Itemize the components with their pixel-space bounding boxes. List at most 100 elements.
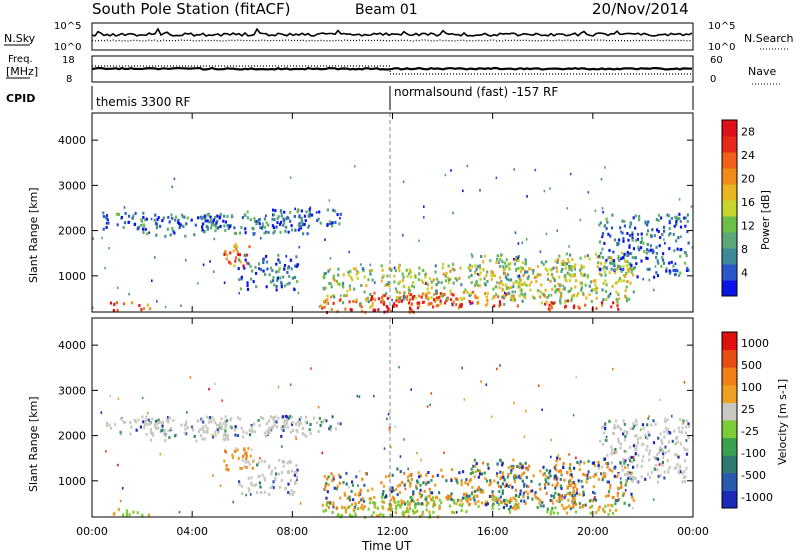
echo-cell <box>660 264 663 268</box>
echo-cell <box>232 500 234 504</box>
echo-cell <box>627 457 630 461</box>
echo-cell <box>328 268 331 272</box>
echo-cell <box>675 466 678 470</box>
echo-cell <box>405 297 408 301</box>
echo-cell <box>161 421 164 425</box>
echo-cell <box>599 221 602 225</box>
echo-cell <box>546 272 550 276</box>
echo-cell <box>428 487 431 491</box>
echo-cell <box>546 507 549 511</box>
echo-cell <box>244 460 247 464</box>
echo-cell <box>491 498 494 502</box>
echo-cell <box>244 227 247 231</box>
echo-cell <box>592 279 595 283</box>
echo-cell <box>668 227 671 231</box>
echo-cell <box>324 272 327 275</box>
echo-cell <box>390 445 392 449</box>
echo-cell <box>292 428 295 432</box>
echo-cell <box>640 465 643 468</box>
echo-cell <box>511 298 514 302</box>
echo-cell <box>477 485 480 489</box>
echo-cell <box>625 450 628 454</box>
echo-cell <box>654 422 657 426</box>
echo-cell <box>219 212 223 216</box>
echo-cell <box>391 298 393 302</box>
echo-cell <box>536 264 540 268</box>
echo-cell <box>465 492 468 496</box>
echo-cell <box>589 280 593 284</box>
echo-cell <box>454 277 457 280</box>
echo-cell <box>420 279 423 283</box>
echo-cell <box>449 277 452 281</box>
echo-cell <box>557 258 560 262</box>
echo-cell <box>137 418 140 422</box>
echo-cell <box>630 427 633 431</box>
echo-cell <box>279 276 282 280</box>
echo-cell <box>514 502 517 506</box>
echo-cell <box>590 498 593 502</box>
echo-cell <box>253 430 256 434</box>
echo-cell <box>351 278 354 282</box>
echo-cell <box>256 463 259 467</box>
echo-cell <box>622 492 625 496</box>
colorbar-swatch <box>722 200 737 217</box>
echo-cell <box>101 236 103 240</box>
echo-cell <box>616 494 619 498</box>
echo-cell <box>186 426 189 430</box>
echo-cell <box>116 223 119 227</box>
echo-cell <box>373 308 377 312</box>
echo-cell <box>521 282 524 286</box>
echo-cell <box>499 264 502 268</box>
echo-cell <box>619 265 622 269</box>
echo-cell <box>140 223 143 227</box>
echo-cell <box>138 304 141 307</box>
echo-cell <box>222 219 225 223</box>
echo-cell <box>120 417 123 421</box>
echo-cell <box>573 501 576 505</box>
echo-cell <box>254 232 256 235</box>
echo-cell <box>453 511 456 515</box>
echo-cell <box>409 270 412 273</box>
echo-cell <box>582 472 585 476</box>
echo-cell <box>477 488 480 491</box>
echo-cell <box>345 294 348 298</box>
echo-cell <box>250 481 253 485</box>
echo-cell <box>268 273 271 277</box>
echo-cell <box>380 264 383 268</box>
echo-cell <box>161 424 164 428</box>
echo-cell <box>590 289 593 293</box>
echo-cell <box>549 499 552 502</box>
echo-cell <box>631 256 634 260</box>
echo-cell <box>305 421 309 425</box>
echo-cell <box>446 276 449 280</box>
echo-cell <box>592 485 595 489</box>
echo-cell <box>628 234 632 237</box>
echo-cell <box>571 475 574 479</box>
echo-cell <box>213 237 216 241</box>
echo-cell <box>394 504 397 508</box>
colorbar-swatch <box>722 367 737 386</box>
echo-cell <box>209 260 211 263</box>
echo-cell <box>605 439 608 442</box>
echo-cell <box>149 428 152 432</box>
echo-cell <box>664 451 668 454</box>
echo-cell <box>202 222 205 226</box>
echo-cell <box>557 282 560 286</box>
echo-cell <box>545 468 548 472</box>
echo-cell <box>290 469 293 473</box>
echo-cell <box>419 474 422 478</box>
echo-cell <box>571 258 574 262</box>
echo-cell <box>296 478 298 482</box>
echo-cell <box>390 309 393 313</box>
echo-cell <box>539 295 542 299</box>
echo-cell <box>272 231 275 235</box>
echo-cell <box>347 270 350 274</box>
echo-cell <box>516 304 519 308</box>
echo-cell <box>274 209 277 213</box>
echo-cell <box>324 299 327 303</box>
echo-cell <box>626 268 629 272</box>
echo-cell <box>353 507 356 511</box>
echo-cell <box>439 301 442 305</box>
station-title: South Pole Station (fitACF) <box>92 0 290 18</box>
echo-cell <box>605 217 608 221</box>
